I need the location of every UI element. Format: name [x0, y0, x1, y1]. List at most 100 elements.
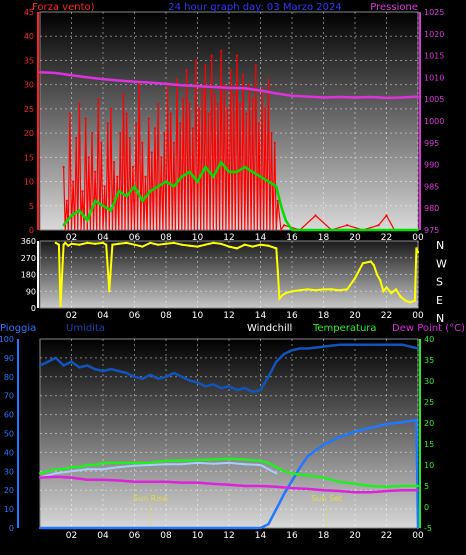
rain-point — [298, 466, 301, 469]
x-tick-label: 00 — [412, 531, 424, 541]
wind-speed-point — [198, 107, 201, 110]
y-tick-label: 40 — [4, 448, 14, 457]
humidity-point — [298, 347, 301, 350]
right-tick-label: 1010 — [424, 73, 444, 82]
pressure-point — [70, 74, 73, 77]
wind-speed-point — [90, 132, 94, 135]
wind-direction-point — [94, 242, 97, 245]
right-tick-label: 15 — [424, 440, 434, 449]
humidity-point — [109, 368, 112, 371]
wind-direction-plot-area — [39, 240, 419, 309]
wind-direction-grid — [40, 241, 419, 308]
wind-speed-point — [229, 69, 232, 72]
wind-direction-point — [64, 241, 67, 244]
humidity-point — [125, 371, 128, 375]
wind-speed-point — [72, 180, 75, 183]
wind-gust-point — [306, 228, 309, 232]
wind-speed-point — [109, 107, 112, 110]
pressure-point — [322, 96, 325, 99]
pressure-point — [369, 95, 372, 99]
temperature-point — [54, 468, 57, 471]
dewpoint-point — [401, 489, 404, 492]
y-tick-label: 30 — [4, 467, 14, 476]
wind-speed-point — [201, 88, 204, 91]
pressure-point — [290, 94, 294, 97]
wind-direction-point — [413, 299, 416, 302]
pressure-point — [227, 86, 231, 89]
wind-direction-point — [416, 251, 420, 254]
dewpoint-point — [259, 484, 262, 488]
x-tick-label: 02 — [66, 233, 77, 243]
wind-speed-point — [210, 54, 213, 57]
humidity-point — [86, 364, 89, 367]
rain-point — [338, 436, 341, 439]
wind-speed-point — [160, 156, 163, 159]
x-tick-label: 16 — [286, 233, 298, 243]
humidity-point — [141, 377, 144, 380]
right-tick-label: 1020 — [424, 30, 444, 39]
wind-speed-point — [267, 78, 270, 81]
sun-marker-label: Sun Rise — [133, 494, 168, 503]
x-tick-label: 18 — [318, 311, 330, 321]
rain-point — [227, 526, 231, 530]
wind-direction-point — [111, 243, 114, 246]
dewpoint-point — [322, 489, 325, 492]
wind-gust-point — [109, 209, 112, 212]
wind-gust-point — [86, 219, 89, 222]
windchill-point — [149, 463, 152, 467]
temperature-point — [385, 485, 388, 488]
y-tick-label: 70 — [4, 392, 14, 401]
pressure-point — [86, 76, 89, 79]
wind-direction-point — [404, 299, 407, 302]
y-tick-label: 15 — [24, 153, 34, 162]
wind-speed-point — [153, 127, 157, 130]
pressure-point — [38, 71, 42, 74]
humidity-point — [180, 375, 183, 378]
wind-direction-point — [385, 286, 388, 289]
wind-speed-point — [182, 98, 185, 101]
pressure-point — [196, 85, 199, 88]
wind-speed-point — [135, 122, 138, 125]
rain-point — [164, 526, 168, 530]
dewpoint-point — [353, 491, 357, 494]
x-tick-label: 22 — [381, 233, 392, 243]
wind-speed-point — [242, 73, 245, 77]
wind-speed-point — [245, 112, 248, 115]
dewpoint-point — [38, 476, 42, 479]
wind-direction-point — [243, 243, 246, 246]
wind-speed-point — [194, 59, 197, 62]
wind-gust-point — [322, 228, 325, 232]
x-tick-label: 06 — [129, 531, 141, 541]
wind-direction-point — [180, 243, 183, 246]
humidity-point — [149, 373, 152, 376]
wind-speed-point — [223, 83, 226, 86]
pressure-point — [416, 95, 420, 98]
wind-direction-point — [409, 301, 412, 304]
wind-direction-point — [375, 273, 379, 276]
temperature-point — [78, 466, 81, 469]
wind-direction-point — [172, 241, 175, 244]
wind-direction-point — [67, 244, 70, 247]
wind-direction-point — [188, 244, 191, 247]
temperature-point — [259, 459, 262, 462]
windchill-legend: Windchill — [247, 323, 292, 334]
sun-marker-label: Sun Set — [311, 494, 342, 503]
wind-speed-point — [94, 170, 97, 173]
pressure-point — [117, 79, 120, 82]
wind-speed-point — [232, 93, 235, 96]
wind-gust-point — [401, 228, 404, 232]
y-tick-label: 80 — [4, 373, 14, 382]
wind-gust-point — [243, 165, 246, 169]
wind-gust-point — [251, 170, 254, 173]
temp-hum-axes: 02 04 06 08 10 12 14 16 18 20 22 000102030405060708… — [0, 335, 434, 541]
x-tick-label: 14 — [255, 531, 267, 541]
dewpoint-point — [54, 475, 57, 478]
windchill-point — [101, 468, 105, 471]
wind-speed-point — [103, 185, 106, 188]
rain-point — [101, 526, 105, 530]
wind-direction-point — [108, 290, 111, 293]
x-tick-label: 20 — [349, 311, 361, 321]
windchill-point — [54, 472, 57, 475]
wind-gust-point — [125, 195, 128, 198]
